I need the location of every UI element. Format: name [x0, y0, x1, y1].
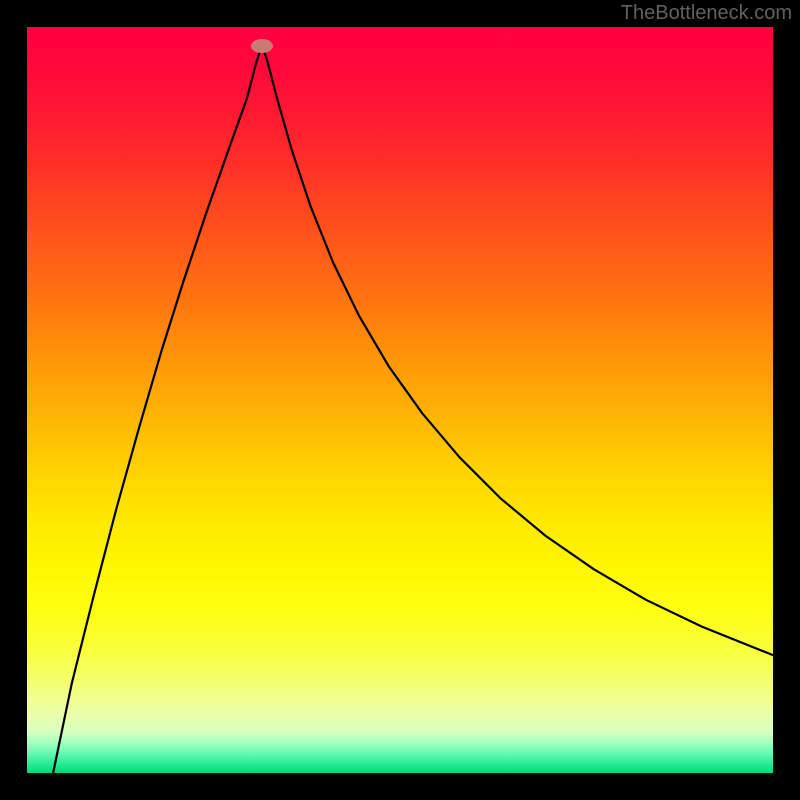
chart-container: TheBottleneck.com: [0, 0, 800, 800]
watermark-text: TheBottleneck.com: [621, 2, 792, 25]
curve-overlay: [27, 27, 773, 773]
plot-area: [27, 27, 773, 773]
optimum-marker: [251, 39, 273, 53]
bottleneck-curve: [53, 46, 773, 773]
